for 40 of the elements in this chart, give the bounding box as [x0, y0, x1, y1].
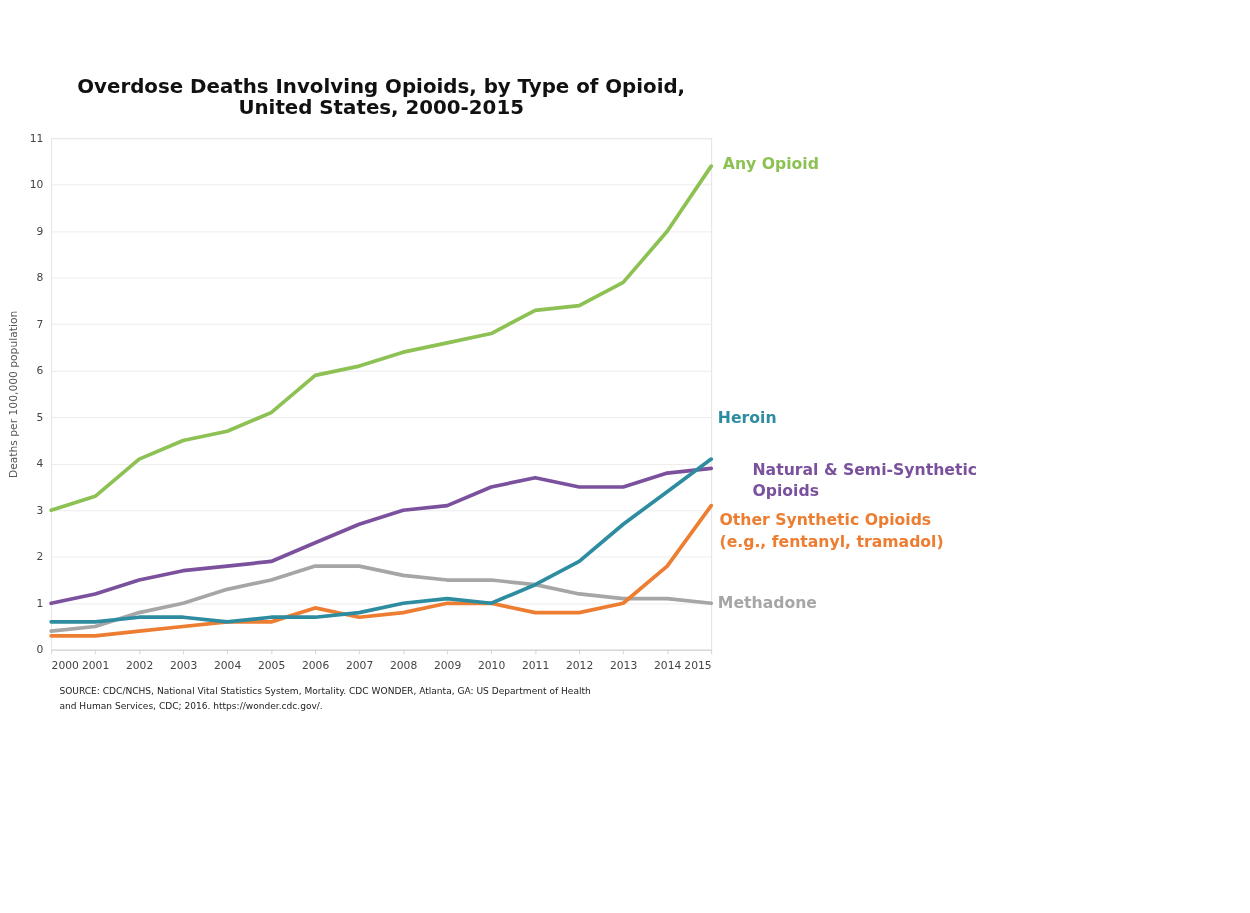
x-tick-label: 2007: [345, 659, 374, 673]
y-tick-label: 4: [36, 457, 44, 471]
chart-title: Overdose Deaths Involving Opioids, by Type of Opioid, United States, 2000-2015: [77, 74, 686, 120]
y-tick-label: 5: [36, 410, 44, 424]
y-tick-label: 0: [36, 643, 44, 657]
x-tick-label: 2010: [477, 659, 506, 673]
x-tick-label: 2012: [565, 659, 594, 673]
y-tick-label: 3: [36, 503, 44, 517]
x-tick-label: 2002: [125, 659, 154, 673]
line-series: [49, 457, 714, 624]
line-series: [49, 564, 714, 634]
y-tick-label: 9: [36, 224, 44, 238]
text: Natural & Semi-Synthetic Opioids: [752, 460, 978, 501]
x-tick-label: 2000: [51, 659, 80, 673]
y-tick-label: 6: [36, 364, 44, 378]
x-tick-label: 2014: [653, 659, 682, 673]
series-label: Methadone: [717, 593, 817, 613]
line-series: [49, 466, 714, 606]
text: Heroin: [717, 407, 777, 427]
y-tick-label: 1: [36, 596, 44, 610]
y-tick-label: 2: [36, 550, 44, 564]
x-tick-label: 2009: [433, 659, 462, 673]
x-tick-label: 2013: [609, 659, 638, 673]
y-tick-label: 7: [36, 317, 44, 331]
source-note: SOURCE: CDC/NCHS, National Vital Statistics System, Mortality. CDC WONDER, Atlanta, GA: US Department of Health and Human Services, CDC; 2016. https://wonder.cdc.gov/.: [59, 686, 591, 712]
series-label: Any Opioid: [722, 154, 819, 174]
y-tick-label: 8: [36, 271, 44, 285]
x-tick-label: 2006: [301, 659, 330, 673]
x-tick-label: 2004: [213, 659, 242, 673]
y-tick-label: 11: [29, 131, 44, 145]
x-tick-label: 2003: [169, 659, 198, 673]
y-tick-label: 10: [29, 178, 44, 192]
x-tick-label: 2005: [257, 659, 286, 673]
x-tick-label: 2011: [521, 659, 550, 673]
x-tick-label: 2015: [684, 659, 712, 673]
y-axis-title: Deaths per 100,000 population: [7, 310, 21, 479]
x-tick-label: 2001: [81, 659, 110, 673]
line-series: [49, 164, 714, 513]
series-label: Other Synthetic Opioids (e.g., fentanyl, tramadol): [719, 510, 944, 551]
x-tick-label: 2008: [389, 659, 418, 673]
